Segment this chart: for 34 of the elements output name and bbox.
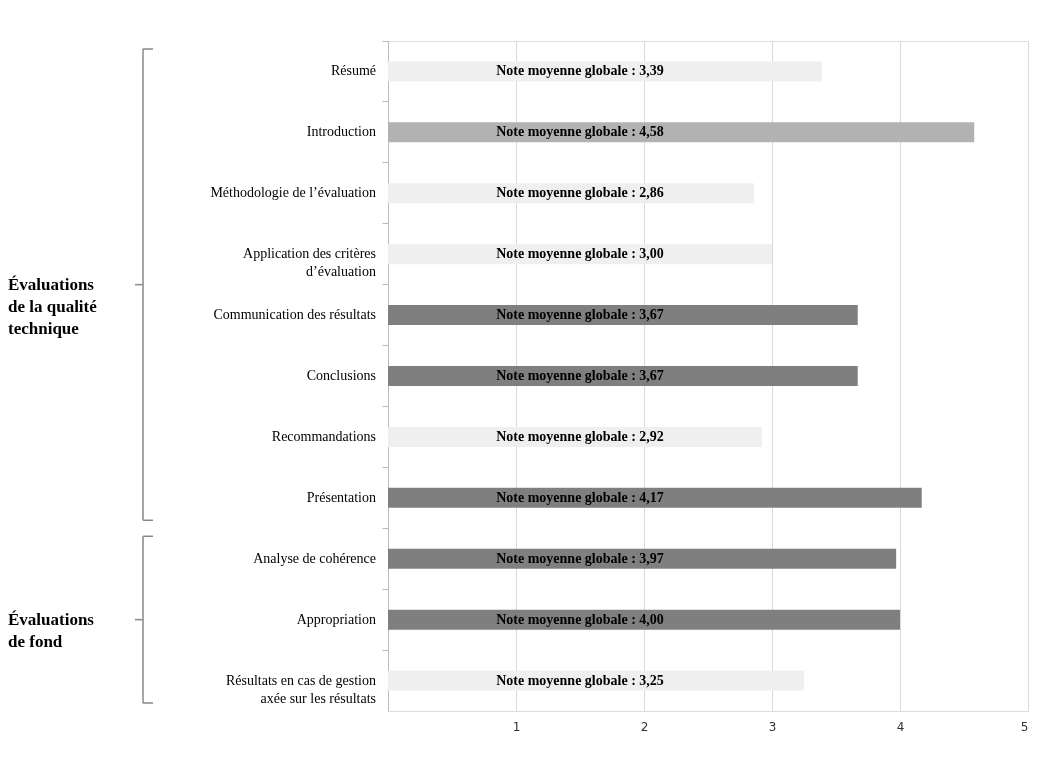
data-label: Note moyenne globale : 3,00 (496, 246, 664, 262)
y-tick-label: Résumé (330, 63, 376, 79)
bar (388, 548, 897, 569)
text: Évaluations de fond (8, 609, 95, 651)
y-tick-label: Appropriation (296, 611, 376, 627)
x-tick-label: 3 (768, 719, 777, 734)
x-tick-label: 5 (1020, 719, 1029, 734)
data-label: Note moyenne globale : 4,17 (496, 489, 664, 505)
x-tick-label: 2 (640, 719, 649, 734)
bar (388, 305, 858, 326)
y-tick-label: Introduction (306, 124, 376, 140)
data-label: Note moyenne globale : 3,67 (496, 307, 664, 323)
data-label: Note moyenne globale : 3,67 (496, 368, 664, 383)
data-label: Note moyenne globale : 4,58 (496, 124, 664, 140)
y-tick-label: Conclusions (306, 368, 376, 383)
data-label: Note moyenne globale : 3,97 (496, 550, 664, 566)
y-tick-label: Recommandations (271, 428, 376, 444)
data-label: Note moyenne globale : 2,86 (496, 185, 664, 201)
bar (388, 366, 858, 386)
data-label: Note moyenne globale : 3,39 (496, 63, 664, 79)
text: Évaluations de la qualité technique (8, 274, 98, 338)
data-label: Note moyenne globale : 2,92 (496, 428, 664, 444)
data-label: Note moyenne globale : 3,25 (496, 672, 664, 688)
y-tick-label: Résultats en cas de gestion axée sur les résultats (225, 672, 376, 706)
y-tick-label: Méthodologie de l’évaluation (210, 185, 376, 201)
y-tick-label: Présentation (306, 489, 376, 505)
x-tick-label: 1 (512, 719, 521, 734)
bar (388, 487, 922, 508)
y-tick-label: Communication des résultats (213, 307, 376, 323)
x-tick-label: 4 (896, 719, 905, 734)
y-tick-label: Analyse de cohérence (253, 550, 376, 566)
y-tick-label: Application des critères d’évaluation (243, 246, 376, 280)
bar (388, 609, 900, 630)
data-label: Note moyenne globale : 4,00 (496, 611, 664, 627)
